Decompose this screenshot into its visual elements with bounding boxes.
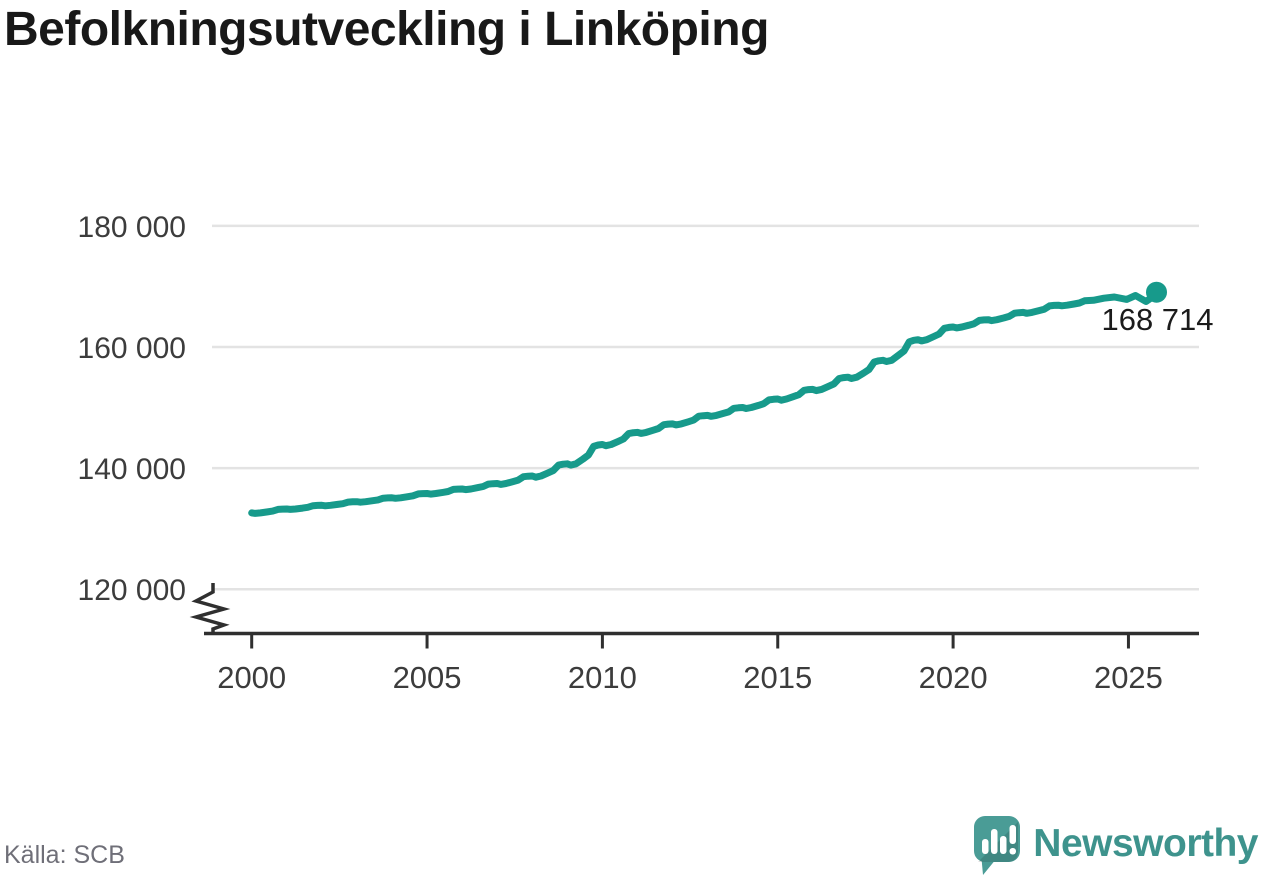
x-axis-tick-label: 2000	[217, 660, 286, 695]
exclamation-icon	[1009, 825, 1017, 855]
newsworthy-logo-icon	[974, 816, 1021, 875]
newsworthy-logo: Newsworthy	[971, 813, 1258, 875]
y-axis-tick-label: 140 000	[78, 453, 186, 486]
bar-chart-icon	[982, 829, 1007, 854]
latest-value-dot	[1146, 281, 1168, 303]
y-axis-tick-label: 120 000	[78, 574, 186, 607]
newsworthy-wordmark: Newsworthy	[1033, 822, 1258, 865]
y-axis-tick-label: 180 000	[78, 211, 186, 244]
x-axis-tick-label: 2010	[568, 660, 637, 695]
chart-title: Befolkningsutveckling i Linköping	[4, 3, 769, 56]
y-axis-tick-label: 160 000	[78, 332, 186, 365]
x-axis-tick-label: 2025	[1094, 660, 1163, 695]
x-axis-tick-label: 2015	[743, 660, 812, 695]
x-axis-tick-label: 2005	[393, 660, 462, 695]
population-series-line	[248, 290, 1160, 517]
latest-value-label: 168 714	[1101, 302, 1213, 337]
axis-break-icon	[189, 583, 231, 633]
source-note: Källa: SCB	[4, 841, 125, 869]
x-axis-tick-label: 2020	[919, 660, 988, 695]
